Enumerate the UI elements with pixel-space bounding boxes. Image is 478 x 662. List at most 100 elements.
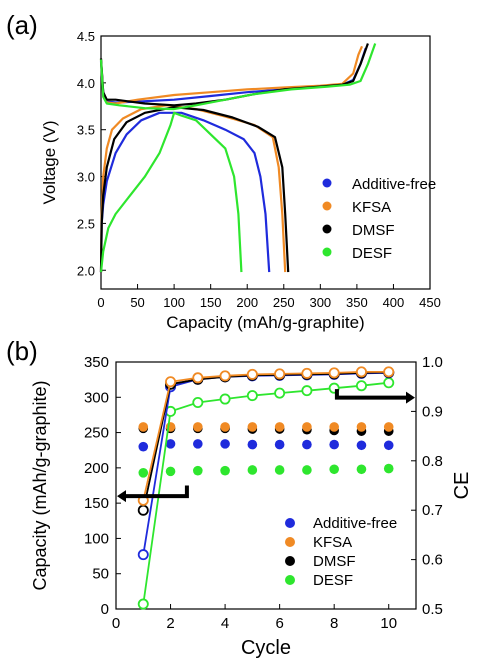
y2-tick-label: 0.9 [422,403,443,420]
y2-tick-label: 1.0 [422,354,443,371]
ce-point-desf [192,397,204,409]
capacity-point-kfsa [220,422,230,432]
x-tick-label: 300 [309,295,331,310]
panel-b-label: (b) [6,336,38,366]
plot-frame [115,361,417,610]
ce-point-desf [274,387,286,399]
capacity-point-additive-free [193,439,203,449]
ce-point-kfsa [328,367,340,379]
ce-point-desf [383,377,395,389]
panel-a-label: (a) [6,10,38,40]
capacity-point-additive-free [383,440,394,451]
x-tick-label: 250 [273,295,295,310]
ce-point-kfsa [301,367,313,379]
capacity-point-kfsa [274,422,285,432]
capacity-point-desf [193,465,203,476]
ce-line-desf [142,381,389,605]
capacity-point-additive-free [247,439,258,450]
y-tick-label: 2.0 [77,263,95,278]
ce-line-dmsf [142,371,389,511]
legend-marker [285,537,295,547]
x-tick-label: 150 [200,295,222,310]
capacity-point-desf [383,463,394,474]
legend-label: DMSF [313,553,356,570]
series-line-desf-discharge [99,111,243,273]
plot-frame [100,35,431,290]
series-line-additive-free-charge [99,47,367,104]
legend-marker [285,556,295,566]
x-tick-label: 50 [130,295,144,310]
ce-point-kfsa [165,376,177,388]
x-axis-label: Cycle [241,637,291,659]
capacity-point-desf [302,465,312,475]
ce-point-desf [301,385,313,397]
y-tick-label: 4.0 [77,76,95,91]
right-axis-arrow [334,389,408,400]
y2-tick-label: 0.7 [422,502,443,519]
x-axis-label: Capacity (mAh/g-graphite) [166,313,364,332]
y-tick-label: 300 [84,389,109,406]
x-tick-label: 2 [166,615,174,632]
ce-point-dmsf [137,504,149,516]
y-tick-label: 2.5 [77,216,95,231]
capacity-point-kfsa [138,422,149,432]
legend-label: KFSA [352,199,391,216]
series-line-kfsa-discharge [99,104,287,273]
ce-point-desf [137,598,149,610]
y-tick-label: 3.5 [77,123,95,138]
y-tick-label: 200 [84,460,109,477]
legend-label: DMSF [352,222,395,239]
x-tick-label: 0 [112,615,120,632]
ce-point-desf [246,390,258,402]
legend-marker [322,224,332,234]
y-tick-label: 100 [84,530,109,547]
right-axis-arrowhead [406,391,415,404]
x-tick-label: 400 [383,295,405,310]
legend-marker [285,575,295,585]
capacity-point-additive-free [138,441,149,452]
legend-marker [322,178,332,188]
ce-point-kfsa [274,368,286,380]
capacity-point-kfsa [329,422,339,432]
ce-point-desf [219,393,231,405]
capacity-point-desf [165,466,176,477]
capacity-point-desf [274,465,285,475]
capacity-point-desf [247,465,258,475]
left-axis-arrowhead [117,490,126,503]
legend-label: Additive-free [352,176,436,193]
ce-point-kfsa [219,370,231,382]
x-tick-label: 8 [330,615,338,632]
y2-tick-label: 0.8 [422,453,443,470]
capacity-point-desf [329,464,339,475]
y-tick-label: 4.5 [77,29,95,44]
legend-marker [285,518,295,528]
y-tick-label: 350 [84,354,109,371]
legend-label: KFSA [313,534,352,551]
y-tick-label: 50 [92,566,109,583]
y-tick-label: 0 [101,601,109,618]
x-tick-label: 450 [419,295,441,310]
capacity-point-kfsa [193,422,203,432]
series-line-dmsf-charge [99,43,369,107]
x-tick-label: 0 [97,295,104,310]
capacity-point-additive-free [274,439,285,450]
capacity-point-additive-free [356,440,367,451]
capacity-point-additive-free [165,439,176,449]
panel-b: 0 2 4 6 8 100501001502002503003500.50.60.70.8… [30,354,473,659]
capacity-point-desf [220,465,230,476]
legend-marker [322,201,332,211]
capacity-point-desf [356,464,367,475]
ce-point-kfsa [192,372,204,384]
y2-tick-label: 0.6 [422,552,443,569]
ce-point-kfsa [246,368,258,380]
x-tick-label: 350 [346,295,368,310]
y-tick-label: 250 [84,425,109,442]
ce-point-desf [355,380,367,392]
legend-label: Additive-free [313,515,397,532]
capacity-point-kfsa [356,422,367,432]
capacity-point-additive-free [302,439,312,450]
y2-axis-label: CE [451,472,473,500]
y-tick-label: 150 [84,495,109,512]
y-axis-label: Capacity (mAh/g-graphite) [30,380,50,590]
